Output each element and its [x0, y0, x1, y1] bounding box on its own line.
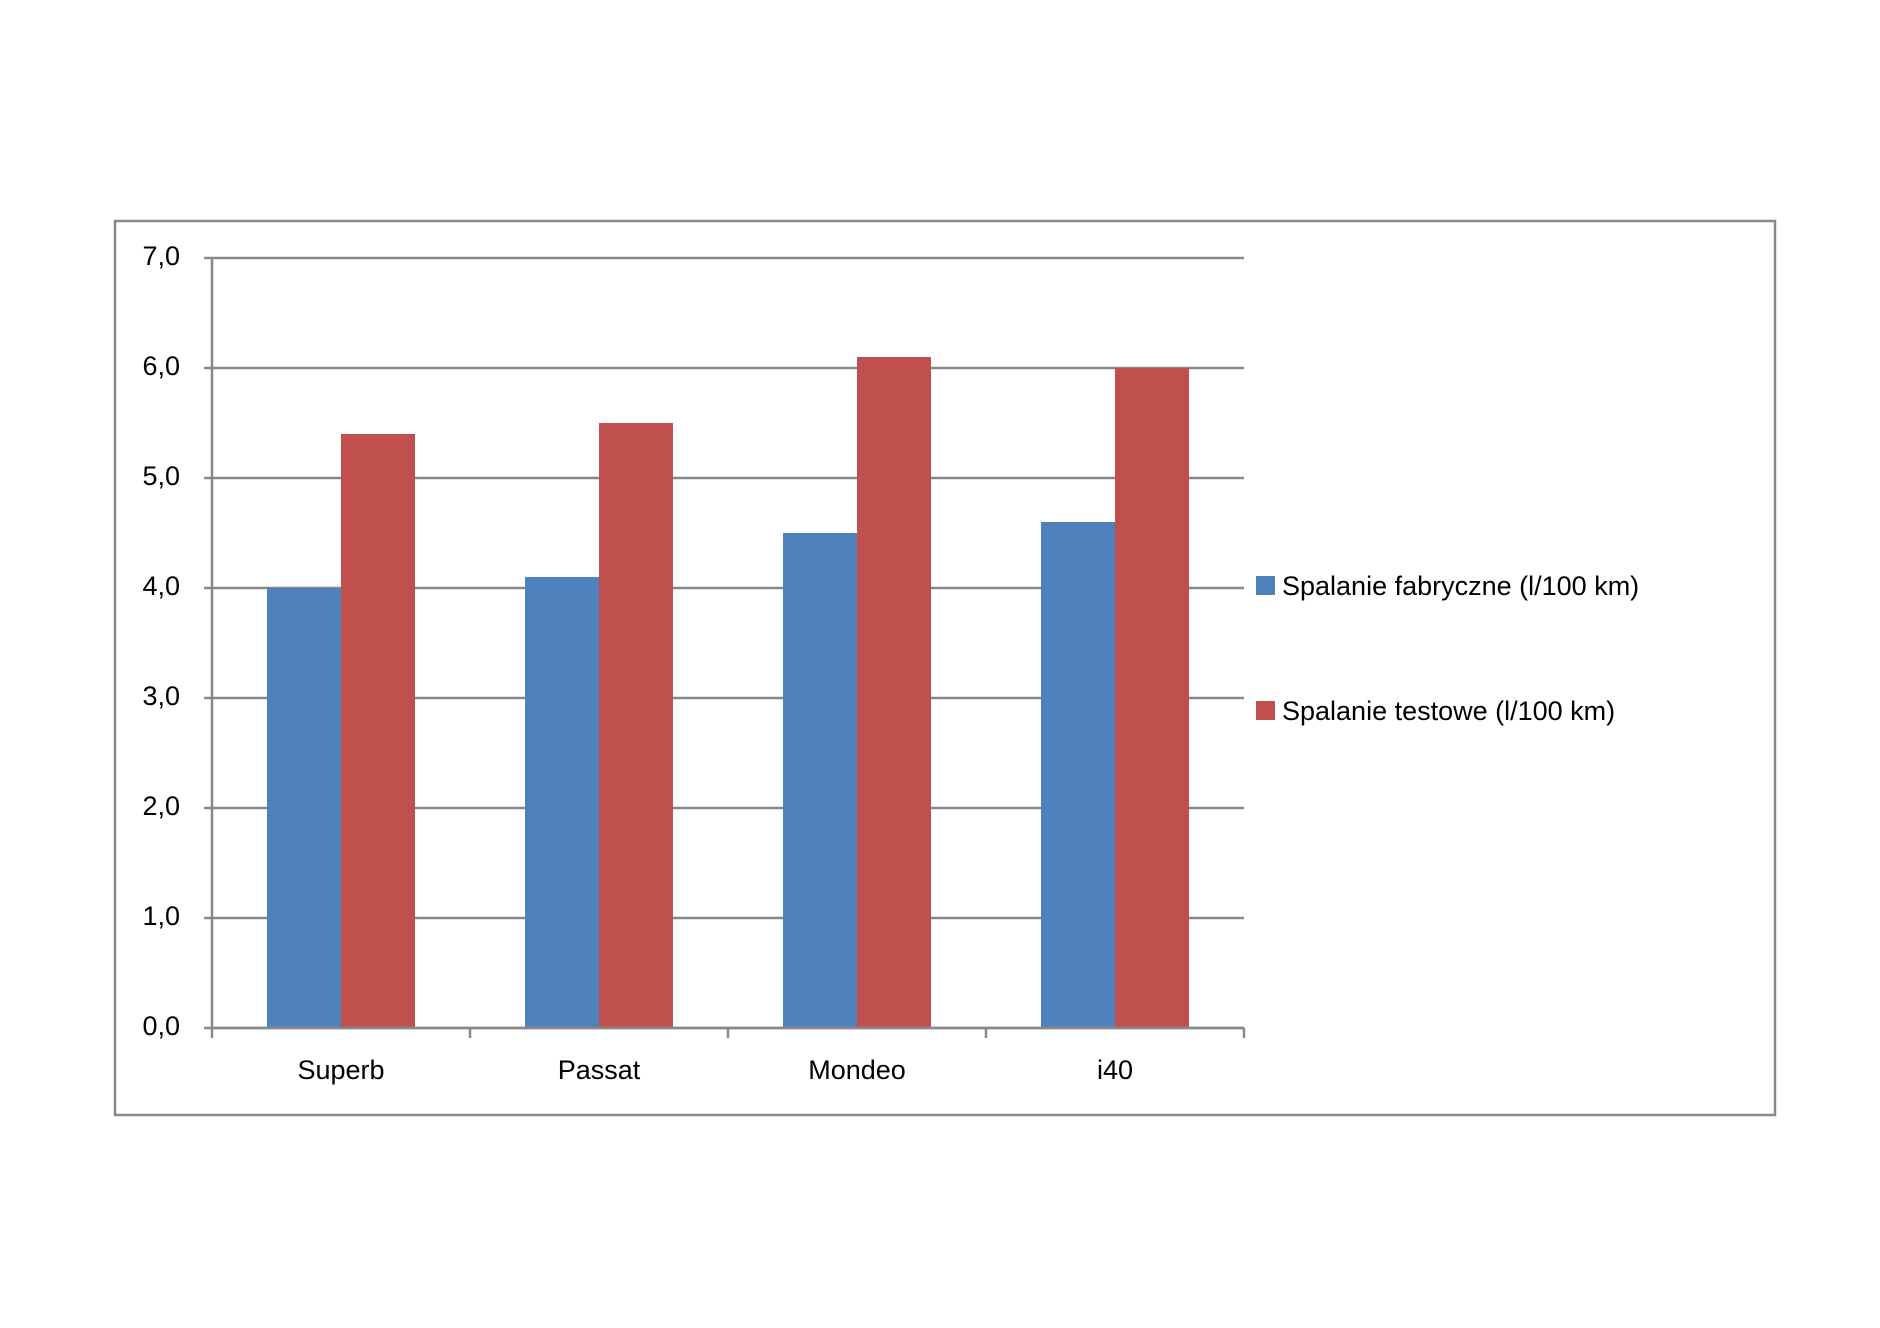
x-tick-label: i40 [1097, 1055, 1133, 1085]
legend-label: Spalanie testowe (l/100 km) [1282, 696, 1616, 726]
legend-swatch [1256, 701, 1275, 720]
y-tick-label: 4,0 [142, 571, 180, 601]
y-tick-label: 2,0 [142, 791, 180, 821]
y-tick-label: 6,0 [142, 351, 180, 381]
x-tick-label: Mondeo [808, 1055, 906, 1085]
legend-label: Spalanie fabryczne (l/100 km) [1282, 571, 1640, 601]
y-tick-label: 3,0 [142, 681, 180, 711]
bar [783, 533, 857, 1028]
x-tick-label: Passat [558, 1055, 641, 1085]
bar [599, 423, 673, 1028]
bar [341, 434, 415, 1028]
y-tick-label: 7,0 [142, 241, 180, 271]
legend-swatch [1256, 576, 1275, 595]
y-tick-label: 0,0 [142, 1011, 180, 1041]
y-tick-label: 1,0 [142, 901, 180, 931]
bar [525, 577, 599, 1028]
y-tick-label: 5,0 [142, 461, 180, 491]
x-tick-label: Superb [297, 1055, 384, 1085]
bar [267, 588, 341, 1028]
bar [857, 357, 931, 1028]
bar [1115, 368, 1189, 1028]
bar [1041, 522, 1115, 1028]
